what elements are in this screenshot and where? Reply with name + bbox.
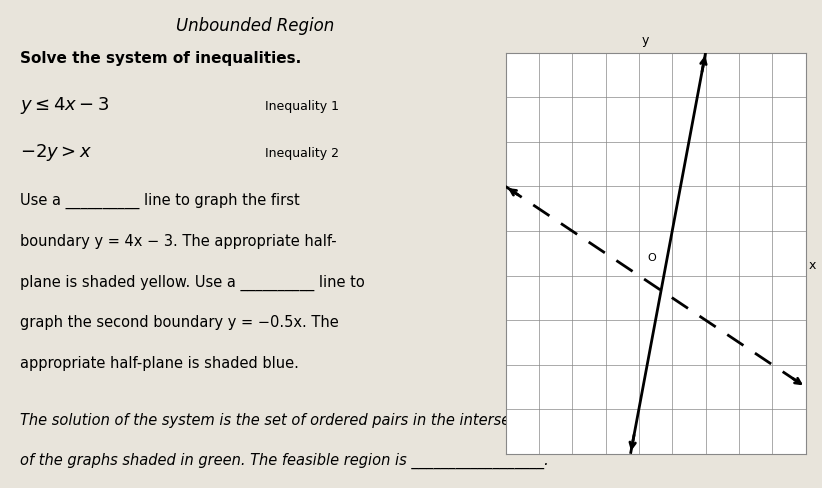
Text: graph the second boundary y = −0.5x. The: graph the second boundary y = −0.5x. The xyxy=(21,314,339,329)
Text: y: y xyxy=(642,34,649,47)
Text: appropriate half-plane is shaded blue.: appropriate half-plane is shaded blue. xyxy=(21,355,299,370)
Text: plane is shaded yellow. Use a __________ line to: plane is shaded yellow. Use a __________… xyxy=(21,274,365,290)
Text: Use a __________ line to graph the first: Use a __________ line to graph the first xyxy=(21,193,300,209)
Text: boundary y = 4x − 3. The appropriate half-: boundary y = 4x − 3. The appropriate hal… xyxy=(21,233,337,248)
Text: O: O xyxy=(647,253,656,263)
Text: x: x xyxy=(809,258,816,271)
Text: $y \leq 4x - 3$: $y \leq 4x - 3$ xyxy=(21,95,110,116)
Text: Inequality 1: Inequality 1 xyxy=(265,100,339,113)
Text: Solve the system of inequalities.: Solve the system of inequalities. xyxy=(21,51,302,66)
Text: of the graphs shaded in green. The feasible region is __________________.: of the graphs shaded in green. The feasi… xyxy=(21,451,549,468)
Text: Inequality 2: Inequality 2 xyxy=(265,146,339,160)
Text: Unbounded Region: Unbounded Region xyxy=(176,17,334,35)
Text: $-2y > x$: $-2y > x$ xyxy=(21,142,92,163)
Text: The solution of the system is the set of ordered pairs in the intersection: The solution of the system is the set of… xyxy=(21,412,547,427)
